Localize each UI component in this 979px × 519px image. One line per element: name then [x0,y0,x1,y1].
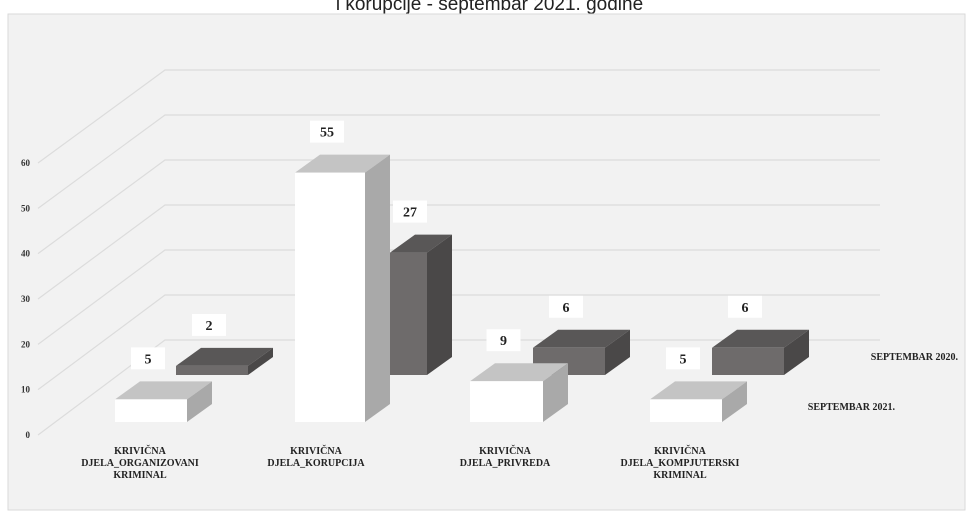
bar [390,252,427,375]
value-label-box [192,313,226,336]
value-label-box [393,200,427,223]
value-label: 5 [680,352,687,367]
x-tick-label: KRIVIČNA DJELA_KOMPJUTERSKI KRIMINAL [620,446,740,481]
grid-line [37,249,880,345]
bar-top [176,347,273,366]
value-label: 6 [742,301,749,316]
value-label: 55 [320,126,334,141]
bar [650,399,722,422]
bar [712,347,784,375]
y-tick-label: 0 [26,430,31,440]
grid-line [37,114,880,209]
bar-top [533,329,630,348]
bar-side [784,329,809,375]
bar-top [650,381,747,400]
value-label-box [666,347,700,370]
value-label: 27 [403,206,417,221]
value-label-box [486,329,521,352]
bar-top [470,363,568,382]
bar-top [390,234,452,253]
value-label: 2 [206,319,213,334]
bar-side [543,363,568,422]
value-label-box [310,120,344,143]
grid-line [37,294,880,391]
bar-top [295,154,390,173]
bar-side [187,381,212,422]
y-tick-label: 20 [21,339,31,349]
bar-top [712,329,809,348]
bar-side [248,347,273,375]
legend-label: SEPTEMBAR 2021. [807,402,895,413]
y-tick-label: 60 [21,158,31,168]
value-label: 5 [145,352,152,367]
grid-line [37,159,880,255]
y-tick-label: 50 [21,203,31,213]
y-tick-label: 10 [21,385,31,395]
bar-side [427,234,452,375]
value-label: 9 [500,334,507,349]
y-tick-label: 40 [21,249,31,259]
y-tick-label: 30 [21,294,31,304]
value-label-box [549,295,583,318]
x-tick-label: KRIVIČNA DJELA_KORUPCIJA [267,446,365,469]
bar [115,399,187,422]
value-label: 6 [563,301,570,316]
plot-area [7,13,966,511]
grid-line [37,339,880,436]
grid-line [37,69,880,164]
bar [295,172,365,422]
bar [470,381,543,422]
bar [176,365,248,375]
legend-label: SEPTEMBAR 2020. [870,352,958,363]
value-label-box [728,295,762,318]
x-tick-label: KRIVIČNA DJELA_PRIVREDA [459,446,551,469]
bar-side [365,154,390,422]
bar-side [605,329,630,375]
x-tick-label: KRIVIČNA DJELA_ORGANIZOVANI KRIMINAL [81,446,199,481]
grid-line [37,204,880,300]
value-label-box [131,347,165,370]
bar-side [722,381,747,422]
chart-title: i korupcije - septembar 2021. godine [335,0,644,15]
bar-top [115,381,212,400]
